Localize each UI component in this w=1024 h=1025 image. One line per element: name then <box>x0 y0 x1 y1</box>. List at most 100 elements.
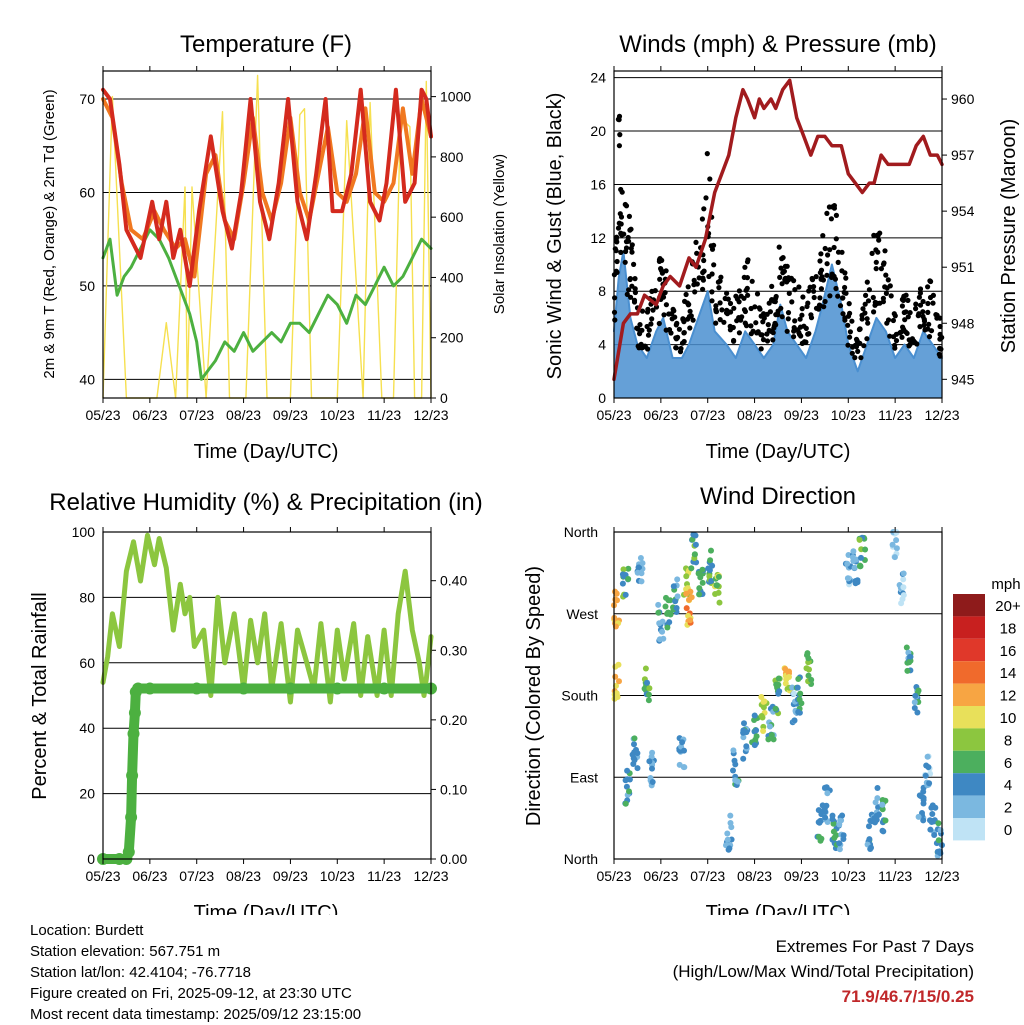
gust-point <box>677 349 684 355</box>
gust-point <box>855 348 861 354</box>
direction-point <box>822 784 828 791</box>
direction-point <box>688 565 695 572</box>
gust-point <box>784 263 790 269</box>
gust-point <box>616 117 622 123</box>
direction-xlabel: Time (Day/UTC) <box>706 902 851 915</box>
humidity-title: Relative Humidity (%) & Precipitation (i… <box>49 489 482 516</box>
gust-point <box>927 278 933 284</box>
gust-point <box>914 341 920 347</box>
gust-point <box>711 262 717 268</box>
gust-point <box>771 298 777 304</box>
temperature-ytick-label: 50 <box>79 278 95 294</box>
gust-point <box>745 292 751 298</box>
direction-point <box>659 628 666 635</box>
gust-point <box>892 345 898 351</box>
direction-point <box>728 824 735 831</box>
gust-point <box>764 338 771 344</box>
direction-point <box>879 806 886 813</box>
gust-point <box>864 336 870 342</box>
direction-point <box>613 590 620 597</box>
legend-swatch <box>953 594 985 617</box>
winds-panel: Winds (mph) & Pressure (mb) Time (Day/UT… <box>544 31 1020 463</box>
gust-point <box>877 300 883 306</box>
gust-point <box>671 308 677 314</box>
gust-point <box>903 292 909 298</box>
temperature-panel: Temperature (F) Time (Day/UTC) 2m & 9m T… <box>41 31 508 463</box>
humidity-xtick-label: 10/23 <box>320 868 355 884</box>
gust-point <box>704 151 710 157</box>
gust-point <box>681 338 687 345</box>
gust-point <box>616 143 623 149</box>
precipitation-point <box>378 682 391 695</box>
gust-point <box>724 290 730 296</box>
gust-point <box>734 318 740 324</box>
gust-point <box>858 355 864 361</box>
gust-point <box>717 300 723 306</box>
gust-point <box>792 318 798 324</box>
gust-point <box>731 337 737 344</box>
legend-label: 10 <box>1000 710 1017 727</box>
humidity-panel: Relative Humidity (%) & Precipitation (i… <box>29 489 483 915</box>
legend-swatch <box>953 795 985 818</box>
gust-point <box>818 286 825 292</box>
precip-ytick-label: 0.20 <box>440 712 467 728</box>
direction-point <box>937 827 944 834</box>
legend-label: 16 <box>1000 643 1017 660</box>
direction-point <box>696 591 703 598</box>
gust-point <box>832 276 839 282</box>
direction-point <box>906 659 913 666</box>
gust-point <box>614 258 620 265</box>
gust-point <box>618 214 625 220</box>
direction-point <box>740 755 747 762</box>
legend-swatch <box>953 728 985 751</box>
direction-point <box>926 780 933 787</box>
gust-point <box>690 317 696 323</box>
temperature-title: Temperature (F) <box>180 31 352 58</box>
winds-xtick-label: 05/23 <box>596 407 631 423</box>
gust-point <box>760 337 767 343</box>
humidity-ytick-label: 40 <box>79 720 95 736</box>
direction-point <box>797 690 804 697</box>
gust-point <box>850 344 856 350</box>
gust-point <box>619 189 625 195</box>
humidity-xtick-label: 07/23 <box>179 868 214 884</box>
direction-point <box>679 739 686 746</box>
gust-point <box>866 287 873 293</box>
gust-point <box>840 311 846 317</box>
direction-point <box>732 777 739 784</box>
direction-point <box>924 753 931 760</box>
gust-point <box>862 310 868 316</box>
gust-point <box>614 234 620 240</box>
direction-point <box>758 713 765 719</box>
gust-point <box>818 251 824 257</box>
gust-point <box>674 320 680 326</box>
gust-point <box>779 314 785 320</box>
gust-point <box>852 355 858 361</box>
gust-point <box>717 278 723 284</box>
direction-point <box>795 709 802 715</box>
gust-point <box>817 295 823 301</box>
gust-point <box>811 284 817 290</box>
direction-point <box>772 705 779 712</box>
gust-point <box>806 331 812 337</box>
direction-point <box>891 554 898 561</box>
gust-point <box>798 333 804 339</box>
gust-point <box>799 312 805 318</box>
direction-point <box>935 820 942 827</box>
direction-point <box>879 801 886 808</box>
gust-point <box>853 336 860 342</box>
direction-point <box>619 580 626 587</box>
winds-xtick-label: 09/23 <box>784 407 819 423</box>
gust-point <box>694 281 700 287</box>
gust-point <box>660 294 667 300</box>
winds-ytick-label: 0 <box>598 390 606 406</box>
direction-point <box>789 684 796 691</box>
direction-point <box>665 609 672 616</box>
legend-label: 8 <box>1004 732 1012 749</box>
precipitation-point <box>125 811 138 824</box>
direction-point <box>731 757 738 764</box>
gust-point <box>713 320 719 326</box>
gust-point <box>791 334 797 340</box>
direction-point <box>856 536 863 543</box>
gust-point <box>770 337 776 343</box>
